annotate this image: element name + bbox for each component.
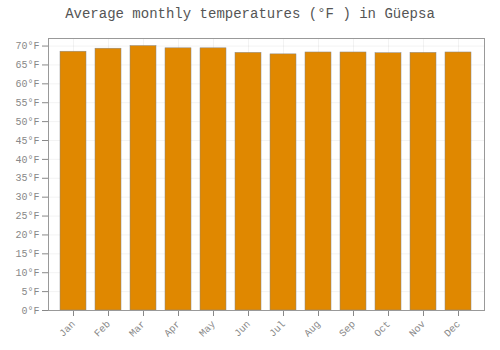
svg-text:45°F: 45°F (15, 136, 39, 147)
svg-text:Jan: Jan (57, 319, 78, 340)
svg-text:Jun: Jun (232, 319, 253, 340)
svg-text:Aug: Aug (302, 319, 323, 340)
svg-text:60°F: 60°F (15, 79, 39, 90)
svg-text:25°F: 25°F (15, 211, 39, 222)
svg-text:Apr: Apr (162, 319, 183, 340)
svg-text:35°F: 35°F (15, 173, 39, 184)
svg-text:May: May (197, 319, 218, 340)
svg-text:0°F: 0°F (21, 306, 39, 317)
html-text:Average monthly temperatures (: Average monthly temperatures (°F ) in Gü… (65, 6, 435, 22)
svg-text:Jul: Jul (267, 319, 288, 340)
svg-text:Nov: Nov (407, 319, 428, 340)
svg-text:50°F: 50°F (15, 117, 39, 128)
svg-text:70°F: 70°F (15, 41, 39, 52)
svg-text:Feb: Feb (92, 319, 113, 340)
svg-text:20°F: 20°F (15, 230, 39, 241)
svg-text:40°F: 40°F (15, 155, 39, 166)
svg-text:10°F: 10°F (15, 268, 39, 279)
svg-text:5°F: 5°F (21, 287, 39, 298)
svg-text:30°F: 30°F (15, 192, 39, 203)
svg-text:15°F: 15°F (15, 249, 39, 260)
svg-text:Oct: Oct (372, 319, 393, 340)
svg-text:65°F: 65°F (15, 60, 39, 71)
svg-text:Dec: Dec (442, 319, 463, 340)
svg-text:Sep: Sep (337, 319, 358, 340)
svg-text:55°F: 55°F (15, 98, 39, 109)
svg-text:Mar: Mar (127, 319, 148, 340)
